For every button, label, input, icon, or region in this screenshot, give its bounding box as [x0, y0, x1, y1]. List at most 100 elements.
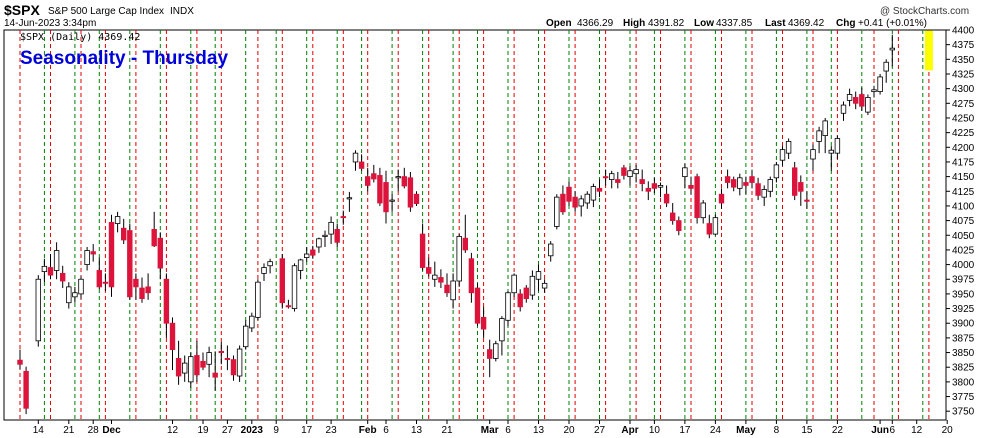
candle-16: [121, 218, 127, 245]
candle-body-125: [792, 167, 798, 196]
candle-body-30: [206, 352, 212, 365]
candle-body-119: [755, 183, 761, 196]
y-tick-label-4: 4300: [952, 84, 975, 95]
candle-119: [755, 177, 761, 201]
candle-110: [700, 200, 706, 224]
candle-61: [401, 167, 407, 189]
candle-7: [66, 282, 72, 309]
candle-141: [889, 34, 895, 67]
datetime-label: 14-Jun-2023 3:34pm: [4, 18, 96, 29]
candle-body-135: [853, 97, 859, 104]
candle-body-58: [383, 182, 389, 213]
candle-body-43: [291, 265, 298, 309]
candle-99: [633, 164, 639, 183]
candle-body-65: [425, 267, 432, 274]
candle-body-25: [175, 358, 182, 377]
x-tick-label-13: 13: [411, 425, 423, 436]
candle-50: [334, 223, 340, 247]
candle-3: [41, 258, 48, 283]
candle-129: [816, 126, 822, 154]
candle-body-128: [810, 149, 816, 160]
candle-58: [383, 170, 389, 224]
candle-78: [505, 290, 511, 327]
candle-68: [444, 273, 450, 297]
candle-8: [72, 286, 78, 303]
candle-body-109: [694, 176, 700, 219]
candle-94: [602, 169, 609, 186]
candle-body-2: [35, 278, 41, 342]
watermark: @ StockCharts.com: [880, 6, 969, 17]
candle-34: [230, 355, 237, 381]
candle-body-122: [773, 164, 780, 179]
high-label: High: [623, 18, 645, 29]
candle-body-137: [865, 97, 871, 113]
candle-117: [743, 176, 749, 195]
x-tick-label-3: Dec: [102, 425, 121, 436]
candle-body-20: [145, 286, 151, 294]
candle-body-85: [548, 243, 554, 257]
candle-body-67: [438, 277, 444, 283]
x-tick-label-19: 27: [594, 425, 606, 436]
candle-body-37: [249, 315, 255, 329]
candle-body-8: [72, 292, 78, 298]
candle-body-108: [688, 185, 694, 189]
y-tick-label-10: 4150: [952, 172, 975, 183]
candle-body-81: [523, 287, 529, 300]
candle-body-89: [572, 196, 578, 208]
candle-body-19: [139, 287, 145, 300]
candle-55: [364, 167, 371, 192]
candle-body-115: [731, 179, 737, 188]
candle-body-0: [17, 359, 23, 365]
candle-body-83: [535, 271, 542, 280]
candle-body-136: [859, 94, 865, 107]
candle-body-86: [554, 196, 560, 227]
candle-body-106: [676, 220, 682, 231]
candle-body-21: [151, 228, 157, 247]
candle-109: [694, 173, 700, 224]
candle-0: [17, 349, 23, 369]
candle-30: [206, 346, 212, 378]
y-tick-label-18: 3950: [952, 289, 975, 300]
candle-body-120: [761, 189, 767, 198]
candle-103: [657, 182, 664, 198]
candle-74: [480, 306, 487, 338]
candle-body-132: [834, 138, 841, 154]
candle-body-97: [621, 167, 627, 176]
candle-124: [785, 138, 792, 160]
x-tick-label-21: 10: [649, 425, 661, 436]
candle-body-95: [609, 173, 615, 180]
candle-35: [236, 345, 243, 382]
candle-body-87: [560, 193, 566, 213]
candle-27: [188, 352, 194, 388]
candle-93: [596, 179, 603, 198]
candle-body-82: [529, 275, 536, 296]
candle-92: [590, 183, 597, 208]
candle-48: [322, 230, 328, 247]
candle-body-33: [224, 358, 231, 361]
candle-111: [706, 214, 712, 239]
x-tick-label-24: May: [736, 425, 756, 436]
x-tick-label-7: 2023: [241, 425, 264, 436]
candle-body-61: [401, 176, 407, 187]
candle-body-15: [114, 216, 121, 224]
candle-body-35: [236, 348, 243, 377]
candle-body-113: [718, 193, 725, 204]
series-legend: $SPX (Daily) 4369.42: [20, 32, 140, 43]
candle-120: [761, 185, 767, 206]
candle-body-36: [242, 325, 249, 348]
candle-69: [450, 273, 456, 309]
candle-121: [767, 176, 773, 198]
candle-38: [255, 279, 261, 321]
y-tick-label-2: 4350: [952, 55, 975, 66]
candle-15: [114, 211, 121, 233]
candle-body-98: [627, 170, 633, 178]
candle-23: [163, 273, 170, 338]
candle-body-90: [578, 198, 584, 207]
candle-body-14: [108, 221, 115, 288]
y-tick-label-7: 4225: [952, 128, 975, 139]
candle-body-107: [682, 167, 688, 178]
ohlc-readout: Open 4366.29 High 4391.82 Low 4337.85 La…: [546, 18, 927, 29]
candle-63: [413, 191, 420, 206]
candle-71: [462, 214, 468, 253]
